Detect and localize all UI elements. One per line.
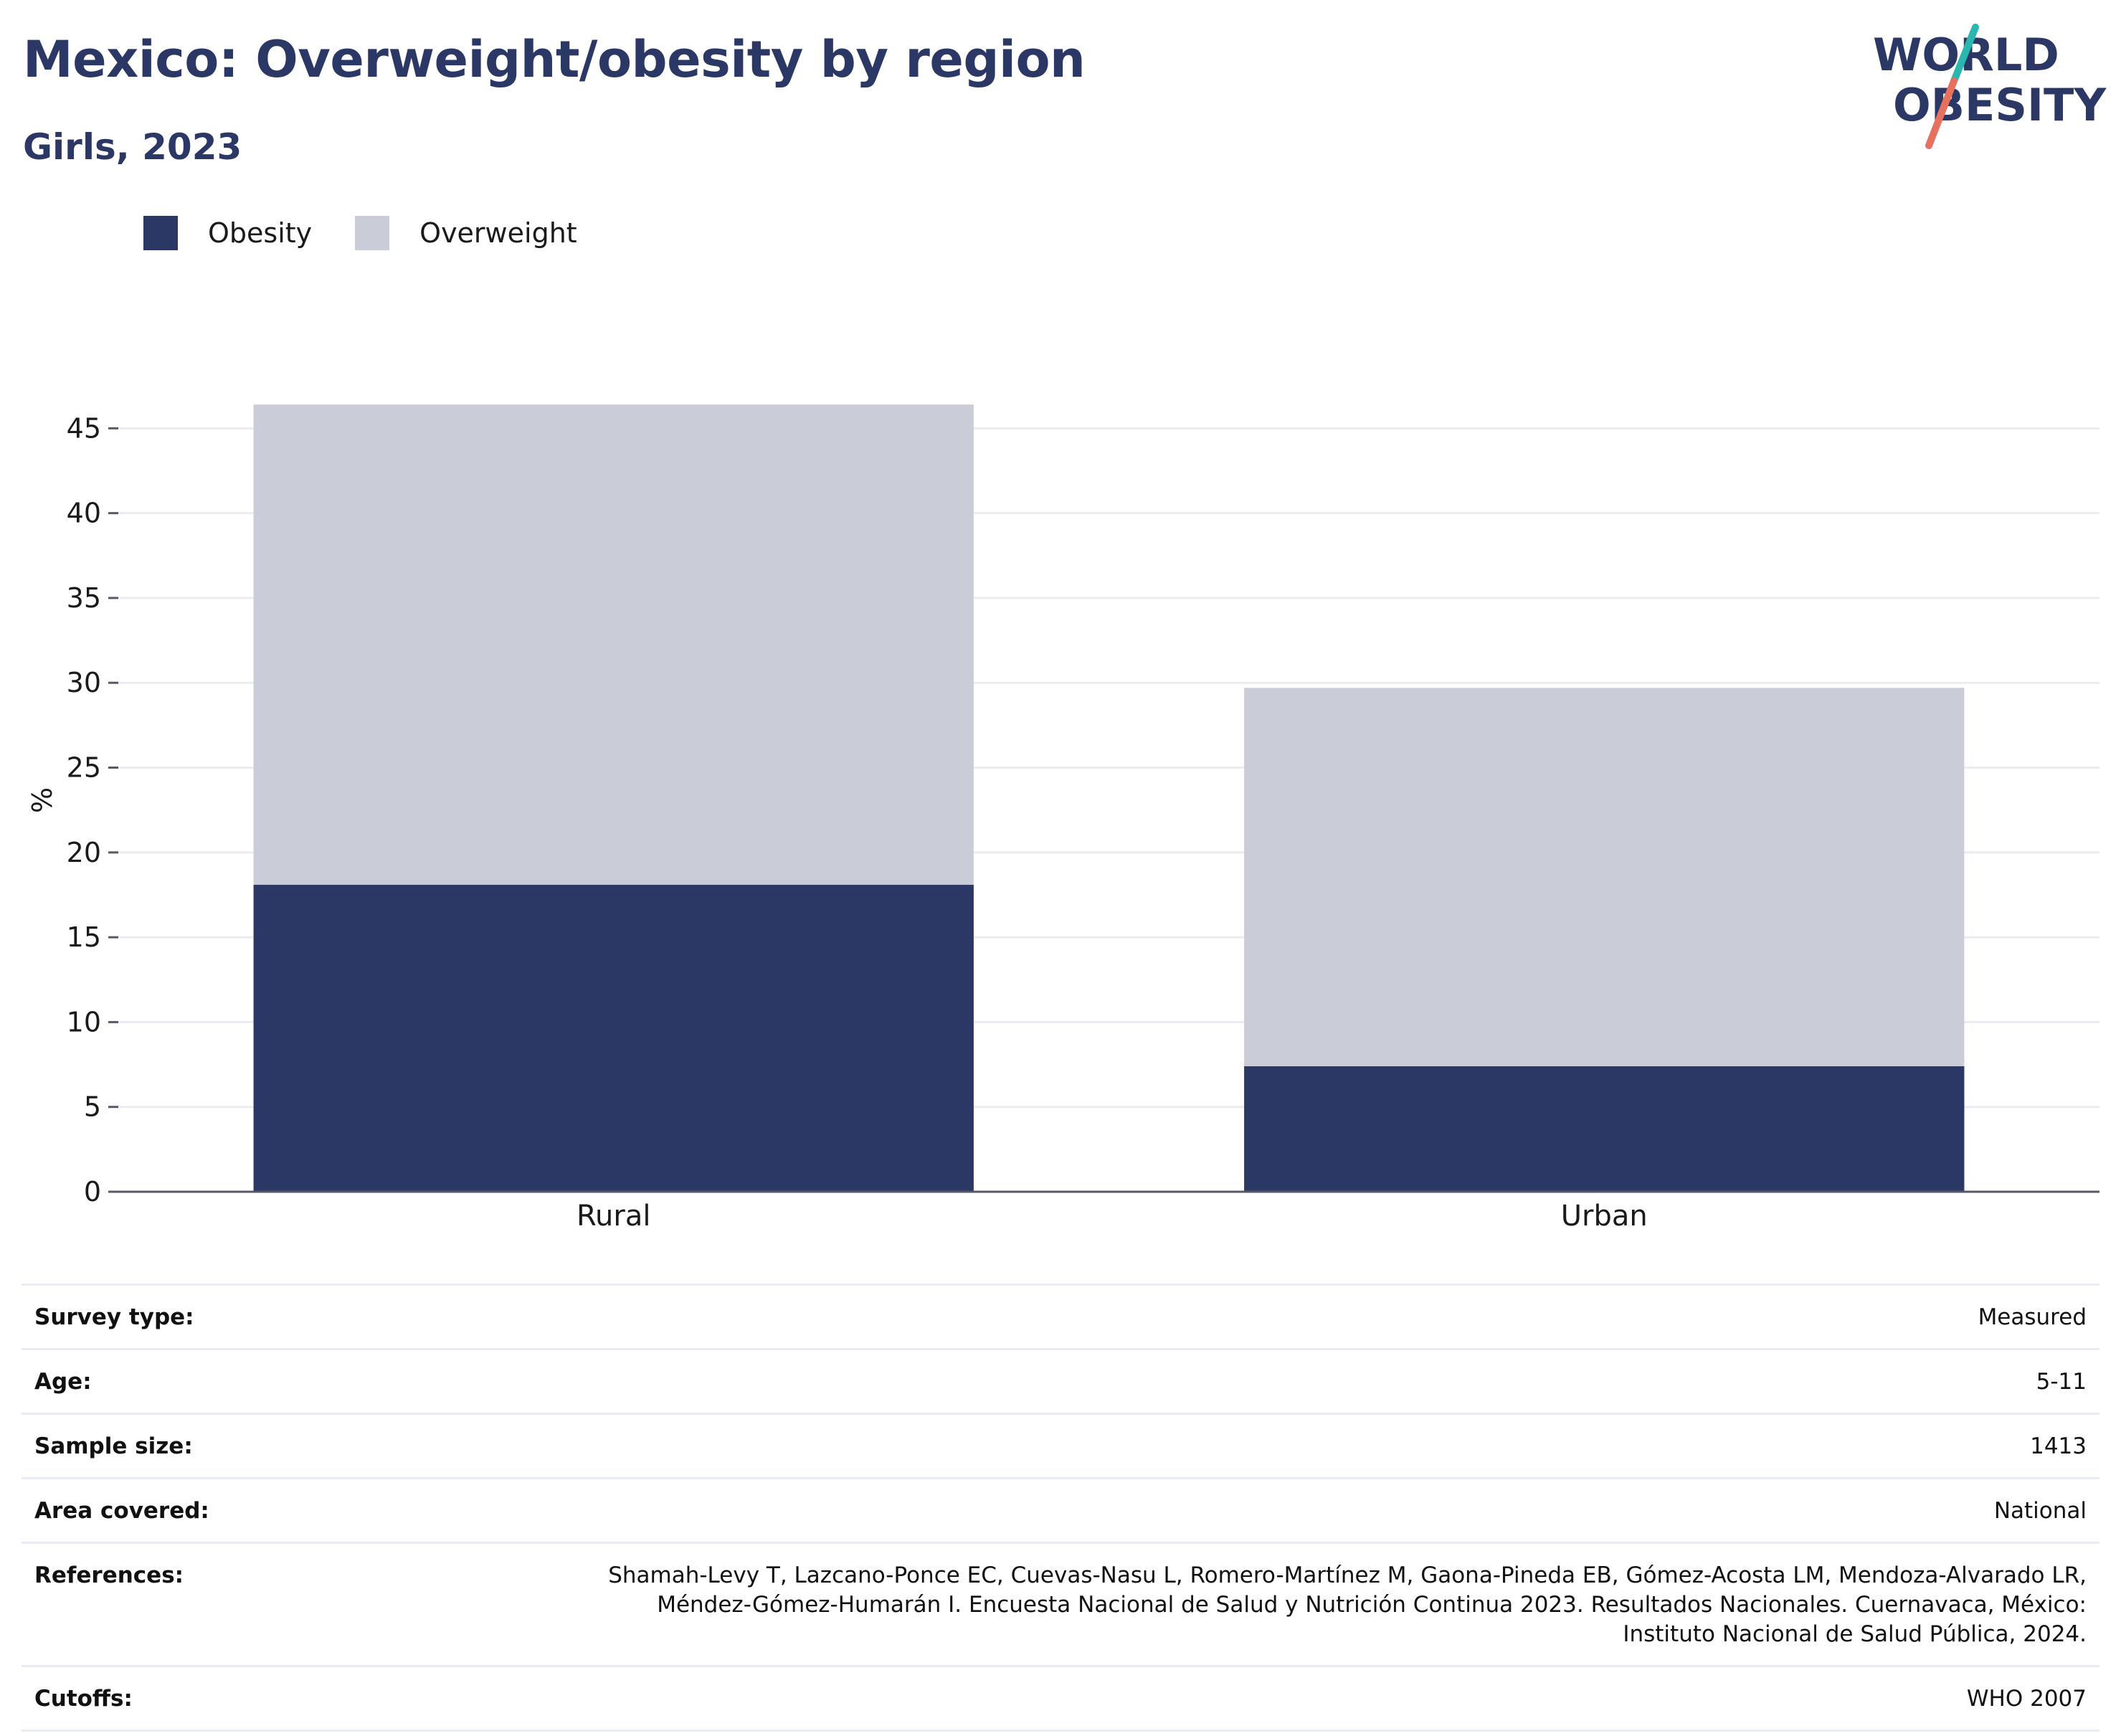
y-tick-label-10: 10 <box>67 1006 101 1038</box>
x-category-label-rural: Rural <box>576 1200 650 1233</box>
legend-label-obesity: Obesity <box>208 217 313 249</box>
info-value: 5-11 <box>2036 1369 2087 1395</box>
bar-obesity-urban <box>1244 1066 1965 1192</box>
logo-slash-coral <box>1925 77 1958 149</box>
y-tick-label-20: 20 <box>67 837 101 868</box>
x-category-label-urban: Urban <box>1561 1200 1648 1233</box>
bar-overweight-urban <box>1244 688 1965 1066</box>
info-value: Shamah-Levy T, Lazcano-Ponce EC, Cuevas-… <box>478 1543 2099 1666</box>
reference-line: Shamah-Levy T, Lazcano-Ponce EC, Cuevas-… <box>608 1562 2087 1588</box>
legend-item-overweight[interactable]: Overweight <box>355 216 577 250</box>
info-row: References: Shamah-Levy T, Lazcano-Ponce … <box>22 1542 2099 1666</box>
y-tick-label-25: 25 <box>67 752 101 784</box>
info-label: Cutoffs: <box>34 1686 133 1712</box>
y-tick-label-35: 35 <box>67 582 101 614</box>
info-row: Cutoffs: WHO 2007 <box>22 1666 2099 1731</box>
info-row: Area covered: National <box>22 1478 2099 1543</box>
logo-slash-teal <box>1950 24 1979 85</box>
info-label: Age: <box>34 1369 92 1395</box>
logo-text-obesity: OBESITY <box>1893 79 2107 131</box>
info-label: References: <box>34 1562 184 1588</box>
bar-obesity-rural <box>253 884 974 1192</box>
survey-info-table: Survey type: Measured Age: 5-11 Sample size:… <box>22 1284 2099 1732</box>
y-axis-label: % <box>27 787 58 813</box>
info-row: Sample size: 1413 <box>22 1413 2099 1479</box>
bar-overweight-rural <box>253 404 974 885</box>
info-label: Sample size: <box>34 1433 193 1459</box>
info-label: Area covered: <box>34 1498 209 1524</box>
reference-line: Méndez-Gómez-Humarán I. Encuesta Naciona… <box>657 1592 2087 1618</box>
stacked-bar-chart: 0 5 10 15 20 25 30 35 40 45% Rural Urban <box>27 404 2099 1233</box>
chart-legend: Obesity Overweight <box>143 215 620 251</box>
legend-swatch-obesity <box>143 216 178 250</box>
info-value: WHO 2007 <box>1966 1686 2087 1712</box>
chart-subtitle: Girls, 2023 <box>23 126 242 168</box>
reference-line: Instituto Nacional de Salud Pública, 202… <box>1623 1621 2087 1647</box>
legend-item-obesity[interactable]: Obesity <box>143 216 312 250</box>
info-value: National <box>1993 1498 2087 1524</box>
world-obesity-logo: WORLD OBESITY <box>1873 24 2107 149</box>
y-tick-label-40: 40 <box>67 498 101 529</box>
info-value: 1413 <box>2030 1433 2087 1459</box>
legend-label-overweight: Overweight <box>419 217 577 249</box>
info-label: Survey type: <box>34 1304 194 1330</box>
chart-title: Mexico: Overweight/obesity by region <box>23 30 1086 89</box>
y-tick-label-45: 45 <box>67 412 101 444</box>
legend-swatch-overweight <box>355 216 390 250</box>
y-tick-label-15: 15 <box>67 921 101 953</box>
info-row: Age: 5-11 <box>22 1349 2099 1414</box>
y-tick-label-0: 0 <box>84 1176 101 1208</box>
info-row: Survey type: Measured <box>22 1284 2099 1350</box>
y-tick-label-5: 5 <box>84 1091 101 1123</box>
y-tick-label-30: 30 <box>67 667 101 698</box>
info-value: Measured <box>1978 1304 2087 1330</box>
